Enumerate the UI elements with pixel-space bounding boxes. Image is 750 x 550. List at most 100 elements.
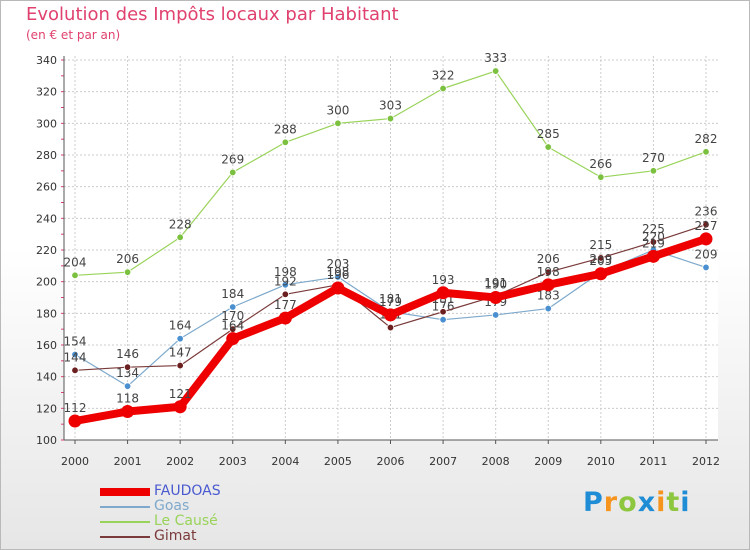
data-point <box>229 168 237 177</box>
data-label: 177 <box>274 298 297 312</box>
logo-letter: i <box>656 487 667 518</box>
data-point <box>281 290 290 299</box>
data-label: 206 <box>537 252 560 266</box>
y-tick-label: 220 <box>36 244 57 257</box>
data-label: 215 <box>589 238 612 252</box>
data-point <box>594 267 608 281</box>
data-label: 146 <box>116 347 139 361</box>
data-point <box>121 405 135 418</box>
y-tick-label: 160 <box>36 339 57 352</box>
data-point <box>123 382 132 390</box>
data-point <box>649 167 658 175</box>
data-point <box>597 254 605 262</box>
data-point <box>334 119 342 128</box>
data-point <box>439 308 447 316</box>
data-label: 112 <box>64 401 87 415</box>
legend-swatch <box>100 506 150 508</box>
logo-letter: t <box>666 487 681 518</box>
data-point <box>281 138 290 147</box>
x-tick-label: 2005 <box>324 455 352 468</box>
data-label: 164 <box>221 319 244 333</box>
y-tick-label: 180 <box>36 307 57 320</box>
data-label: 183 <box>537 289 560 303</box>
data-point <box>436 286 450 300</box>
data-point <box>702 263 710 272</box>
brand-logo: Proxiti <box>583 487 691 518</box>
x-tick-label: 2006 <box>377 455 405 468</box>
x-tick-label: 2010 <box>587 455 615 468</box>
data-label: 144 <box>64 350 87 364</box>
data-point <box>281 281 290 289</box>
data-point <box>491 311 500 319</box>
data-point <box>334 273 342 281</box>
data-point <box>71 350 79 359</box>
x-tick-label: 2009 <box>534 455 562 468</box>
logo-letter: r <box>603 487 619 518</box>
data-point <box>491 67 500 75</box>
data-label: 205 <box>589 254 612 268</box>
x-tick-label: 2004 <box>271 455 299 468</box>
data-label: 300 <box>326 103 349 117</box>
data-label: 198 <box>326 265 349 279</box>
data-label: 121 <box>169 387 192 401</box>
data-point <box>123 363 132 371</box>
data-label: 154 <box>64 335 87 349</box>
data-point <box>646 249 660 263</box>
data-point <box>176 334 184 343</box>
data-point <box>544 304 552 313</box>
data-label: 193 <box>432 273 455 287</box>
data-label: 204 <box>64 255 87 269</box>
data-point <box>699 232 713 246</box>
data-point <box>544 143 552 151</box>
data-label: 181 <box>379 292 402 306</box>
data-label: 170 <box>221 309 244 323</box>
data-label: 303 <box>379 99 402 113</box>
x-tick-label: 2000 <box>61 455 89 468</box>
data-point <box>123 268 132 276</box>
x-tick-label: 2002 <box>166 455 194 468</box>
y-tick-label: 320 <box>36 86 57 99</box>
legend-swatch <box>100 488 150 496</box>
data-point <box>278 311 292 325</box>
data-point <box>226 332 240 346</box>
data-label: 147 <box>169 346 192 360</box>
y-tick-label: 120 <box>36 402 57 415</box>
data-label: 236 <box>695 205 718 219</box>
data-label: 282 <box>695 132 718 146</box>
data-point <box>331 281 345 295</box>
x-tick-label: 2007 <box>429 455 457 468</box>
y-tick-label: 140 <box>36 371 57 384</box>
data-point <box>384 308 397 322</box>
data-point <box>176 361 184 370</box>
data-label: 184 <box>221 287 244 301</box>
data-point <box>386 114 395 123</box>
data-label: 228 <box>169 217 192 231</box>
legend-label: FAUDOAS <box>154 483 221 499</box>
y-tick-label: 100 <box>36 434 57 447</box>
data-label: 179 <box>379 295 402 309</box>
y-tick-label: 280 <box>36 149 57 162</box>
logo-letter: P <box>583 487 604 518</box>
logo-letter: x <box>637 487 657 518</box>
data-point <box>71 271 79 280</box>
logo-letter: o <box>618 487 638 518</box>
data-label: 191 <box>484 276 507 290</box>
legend-swatch <box>100 536 150 538</box>
data-label: 285 <box>537 127 560 141</box>
data-label: 190 <box>484 278 507 292</box>
x-tick-label: 2003 <box>219 455 247 468</box>
data-point <box>489 291 503 304</box>
x-tick-label: 2001 <box>114 455 142 468</box>
data-point <box>439 315 447 324</box>
legend-label: Goas <box>154 498 190 514</box>
data-label: 134 <box>116 366 139 380</box>
data-label: 269 <box>221 152 244 166</box>
data-point <box>173 400 187 414</box>
data-point <box>71 366 79 375</box>
data-point <box>702 220 710 229</box>
data-point <box>597 173 605 181</box>
data-point <box>541 278 555 292</box>
data-label: 333 <box>484 51 507 65</box>
chart-subtitle: (en € et par an) <box>26 28 121 42</box>
